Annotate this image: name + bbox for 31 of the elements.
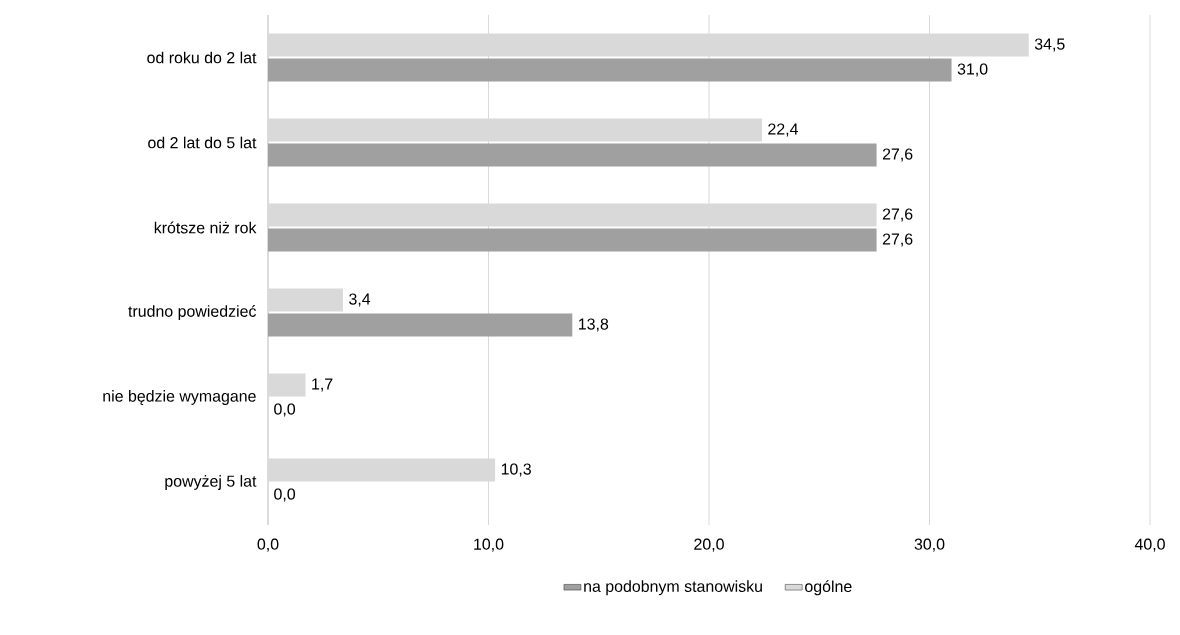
y-tick-label: trudno powiedzieć: [128, 304, 257, 321]
y-tick-label: krótsze niż rok: [154, 221, 257, 234]
data-label: 31,0: [957, 63, 988, 77]
data-label: 3,4: [349, 293, 371, 307]
bar: [268, 373, 306, 397]
legend-label: na podobnym stanowisku: [584, 580, 762, 596]
data-label: 27,6: [882, 208, 913, 222]
y-tick-label: od roku do 2 lat: [147, 51, 257, 64]
bar: [268, 58, 952, 82]
y-tick-label: powyżej 5 lat: [165, 475, 257, 490]
bar: [268, 288, 343, 312]
data-label: 10,3: [501, 463, 531, 477]
bar: [268, 313, 573, 337]
x-tick-label: 0,0: [257, 538, 279, 552]
x-tick-label: 10,0: [474, 538, 504, 552]
data-label: 1,7: [312, 378, 333, 392]
data-label: 27,6: [882, 233, 913, 247]
x-tick-label: 20,0: [694, 538, 724, 552]
bar: [268, 228, 877, 252]
legend-label: ogólne: [805, 580, 852, 596]
y-tick-label: od 2 lat do 5 lat: [148, 136, 257, 149]
data-label: 13,8: [579, 318, 609, 332]
data-label: 0,0: [274, 403, 296, 417]
x-tick-label: 40,0: [1134, 538, 1165, 552]
data-label: 34,5: [1034, 38, 1065, 52]
bar: [268, 143, 877, 167]
data-label: 0,0: [274, 488, 296, 502]
data-label: 22,4: [768, 123, 798, 137]
x-tick-label: 30,0: [914, 538, 945, 552]
data-label: 27,6: [882, 148, 913, 162]
y-tick-label: nie będzie wymagane: [103, 390, 256, 405]
